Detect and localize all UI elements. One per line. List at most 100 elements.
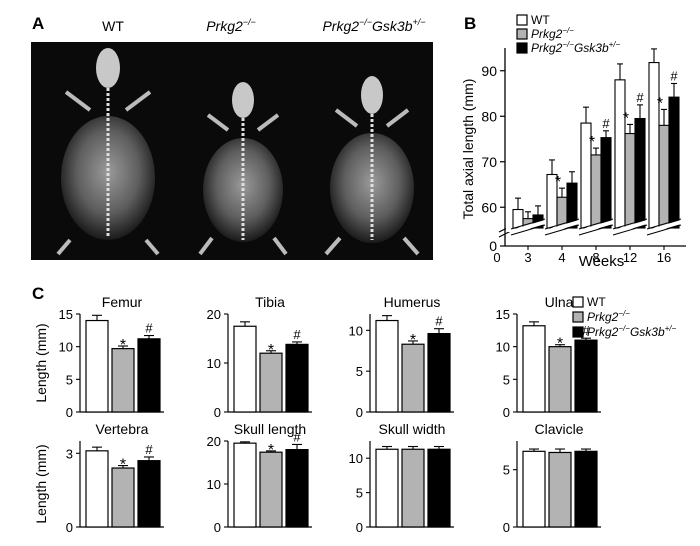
legend-b-swatch-2 — [516, 42, 528, 54]
bar-1 — [548, 346, 572, 413]
bar-16w-0 — [648, 62, 660, 229]
bar-1 — [111, 467, 135, 528]
legend-c-label-sup-2: −/− — [618, 324, 630, 333]
chart-skull-length: 0 10 20 Skull length * # — [207, 421, 312, 535]
legend-c-label-text-0: WT — [587, 295, 606, 309]
y-tick-label-10: 10 — [496, 340, 510, 355]
legend-c-swatch-1 — [572, 311, 584, 323]
panel-label-b: B — [464, 14, 476, 33]
xray-mouse-prkg2 — [198, 82, 288, 256]
legend-b-label-sup-1: −/− — [562, 26, 574, 35]
xray-label-double-sup2: +/− — [413, 17, 426, 27]
y-tick-label-5: 5 — [503, 463, 510, 478]
y-tick-label-10: 10 — [207, 477, 221, 492]
bar-break-16 — [646, 220, 682, 234]
legend-b-label-sup2-2: +/− — [609, 40, 621, 49]
bar-break-lines-12 — [612, 218, 648, 236]
chart-title: Humerus — [384, 294, 441, 310]
x-tick-label-4: 4 — [558, 250, 565, 265]
y-tick-label-5: 5 — [66, 372, 73, 387]
legend-b-label-text-0: WT — [531, 13, 550, 27]
xray-label-double-text2: Gsk3b — [372, 18, 413, 34]
legend-c-label-2: Prkg2−/−Gsk3b+/− — [587, 324, 677, 339]
legend-c-label-sup2-2: +/− — [665, 324, 677, 333]
chart-title: Tibia — [255, 294, 285, 310]
hash-marker: # — [145, 321, 153, 336]
chart-title: Ulna — [545, 294, 574, 310]
bar-1 — [401, 448, 425, 528]
bar-1 — [259, 451, 283, 528]
x-tick-label-3: 3 — [524, 250, 531, 265]
chart-ulna: 0 5 10 15 Ulna * # — [496, 294, 601, 420]
hash-8w: # — [602, 116, 610, 131]
star-marker: * — [268, 342, 274, 359]
y-tick-label-15: 15 — [59, 307, 73, 322]
xray-label-wt-text: WT — [102, 18, 124, 34]
y-tick-label-0: 0 — [356, 405, 363, 420]
bar-3w-0 — [512, 208, 524, 229]
bar-1 — [111, 348, 135, 413]
legend-b-swatch-0 — [516, 14, 528, 26]
x-tick-label-12: 12 — [623, 250, 637, 265]
hash-marker: # — [145, 442, 153, 457]
star-marker: * — [120, 337, 126, 354]
bar-2 — [427, 333, 451, 413]
y-tick-label-20: 20 — [207, 307, 221, 322]
bar-2 — [285, 449, 309, 528]
legend-c-swatch-2 — [572, 326, 584, 338]
bar-break-lines-16 — [646, 218, 682, 236]
bar-0 — [85, 319, 109, 413]
xray-mouse-wt — [56, 48, 160, 256]
chart-tibia: 0 10 20 Tibia * # — [207, 294, 312, 420]
x-zero-label: 0 — [493, 250, 500, 265]
chart-axial-length: 0 60 70 80 90 Total axial length (mm) Weeks 0 3 *… — [460, 48, 687, 270]
y-tick-label-20: 20 — [207, 434, 221, 449]
bar-break-lines-3 — [510, 218, 546, 236]
chart-clavicle: 0 5 Clavicle — [503, 421, 601, 535]
y-tick-label-10: 10 — [207, 356, 221, 371]
bar-2 — [574, 450, 598, 528]
legend-c-swatch-0 — [572, 296, 584, 308]
hash-marker: # — [435, 314, 443, 329]
xray-label-double: Prkg2−/−Gsk3b+/− — [322, 17, 425, 34]
bar-12w-1 — [624, 132, 636, 229]
bar-break-3 — [510, 220, 546, 234]
y-tick-label-5: 5 — [503, 372, 510, 387]
chart-title: Skull length — [234, 421, 306, 437]
chart-title: Clavicle — [534, 421, 583, 437]
y-tick-label-0: 0 — [356, 520, 363, 535]
bar-0 — [85, 450, 109, 528]
y-tick-label-0: 0 — [489, 238, 497, 254]
star-4w: * — [555, 174, 561, 191]
bar-2 — [285, 343, 309, 413]
y-tick-label-70: 70 — [481, 154, 497, 170]
x-tick-label-8: 8 — [592, 250, 599, 265]
xray-label-double-sup1: −/− — [359, 17, 372, 27]
y-tick-label-0: 0 — [66, 405, 73, 420]
legend-c-label-sup-1: −/− — [618, 309, 630, 318]
y-tick-label-0: 0 — [66, 520, 73, 535]
y-tick-label-0: 0 — [214, 405, 221, 420]
bar-break-12 — [612, 220, 648, 234]
bar-0 — [233, 442, 257, 528]
legend-b-label-suffix-2: Gsk3b — [574, 41, 609, 55]
y-tick-label-10: 10 — [349, 451, 363, 466]
hash-marker: # — [293, 327, 301, 342]
legend-b-label-2: Prkg2−/−Gsk3b+/− — [531, 40, 621, 55]
x-axis-label: Weeks — [579, 253, 625, 270]
star-marker: * — [410, 332, 416, 349]
y-tick-label-90: 90 — [481, 63, 497, 79]
hash-marker: # — [582, 323, 590, 338]
bar-break-8 — [578, 220, 614, 234]
bar-break-lines-8 — [578, 218, 614, 236]
bar-1 — [259, 352, 283, 413]
star-marker: * — [268, 442, 274, 459]
legend-c-label-0: WT — [587, 295, 606, 309]
chart-humerus: 0 5 10 Humerus * # — [349, 294, 454, 420]
y-tick-label-80: 80 — [481, 108, 497, 124]
legend-b-label-text-2: Prkg2 — [531, 41, 563, 55]
xray-label-double-text1: Prkg2 — [322, 18, 359, 34]
legend-c-label-suffix-2: Gsk3b — [630, 325, 665, 339]
hash-16w: # — [670, 68, 678, 83]
star-8w: * — [589, 134, 595, 151]
